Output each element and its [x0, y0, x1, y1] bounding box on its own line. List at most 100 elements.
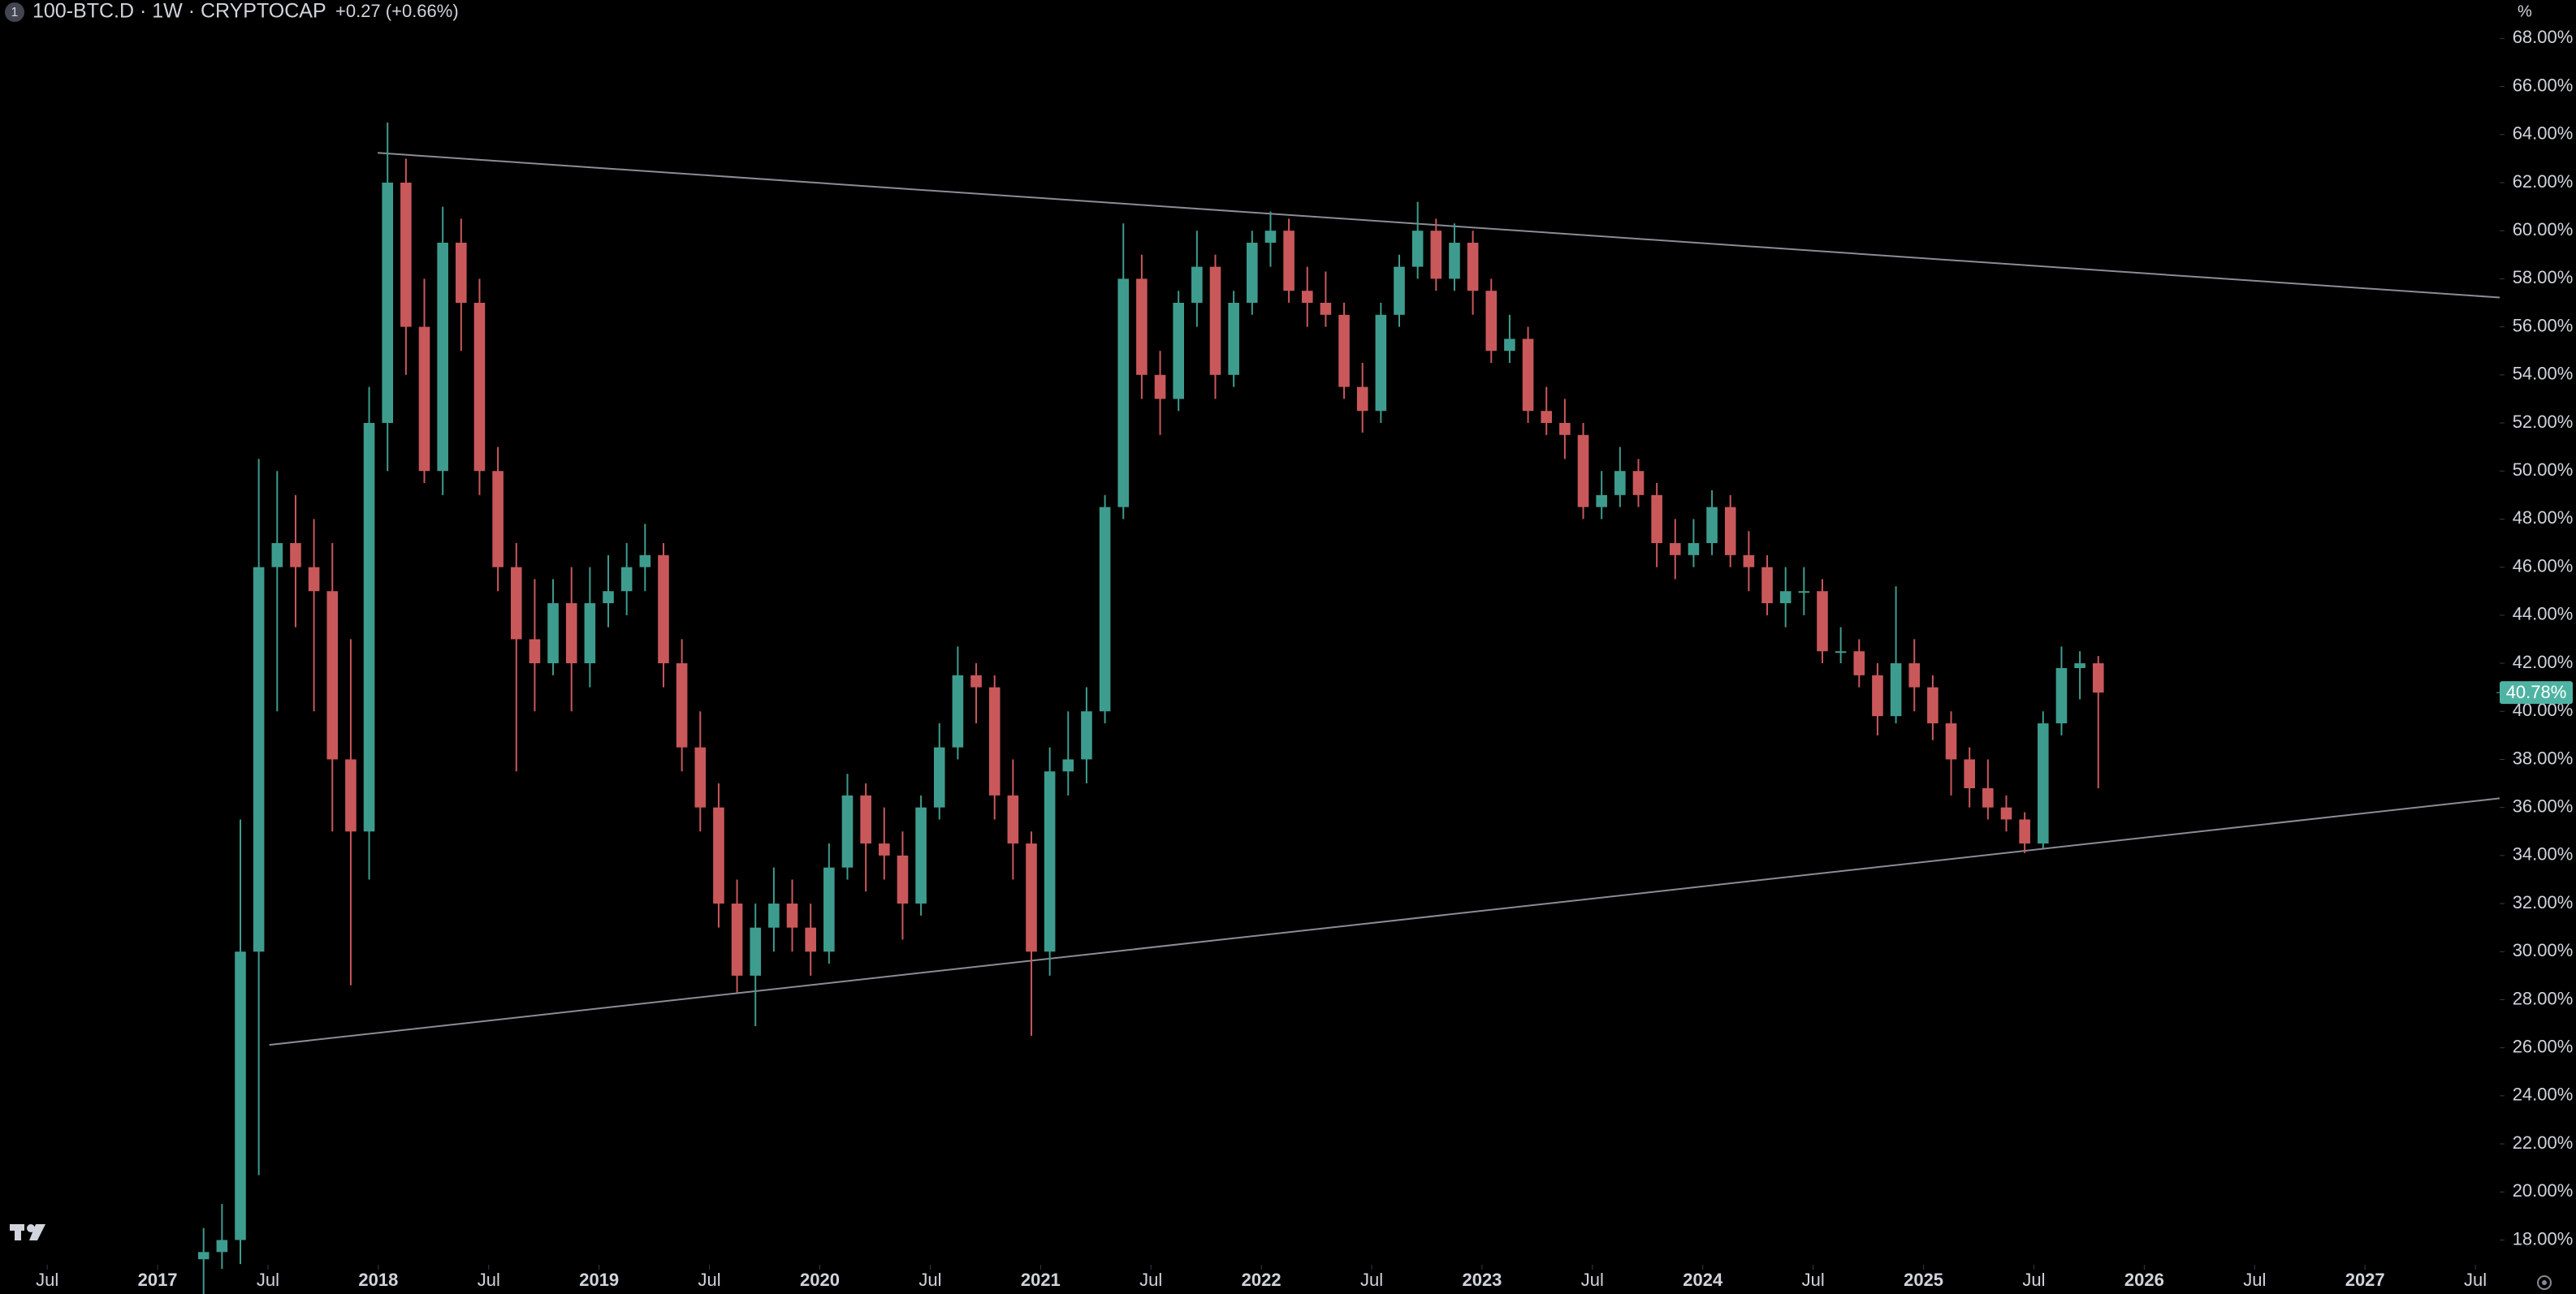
candle-body — [1577, 434, 1589, 507]
candle-body — [731, 904, 743, 976]
candle-body — [897, 855, 909, 904]
candle-body — [915, 807, 927, 904]
y-tick-label: 66.00% — [2513, 75, 2574, 95]
x-tick-label: 2025 — [1904, 1270, 1943, 1290]
candle-body — [253, 567, 265, 952]
candle-body — [1356, 386, 1368, 412]
candle-body — [235, 951, 246, 1240]
candle-body — [1136, 278, 1148, 375]
candle-body — [1982, 787, 1994, 808]
candle-body — [529, 639, 541, 664]
candle-body — [988, 687, 1001, 796]
x-tick-label: 2017 — [138, 1270, 178, 1290]
y-tick-label: 44.00% — [2513, 604, 2574, 624]
y-tick-label: 18.00% — [2513, 1228, 2574, 1249]
candle-body — [1964, 759, 1975, 788]
candle-body — [216, 1240, 228, 1253]
candle-body — [639, 554, 651, 567]
x-tick-label: Jul — [1139, 1270, 1162, 1290]
candle-body — [1338, 314, 1350, 387]
candle-body — [1228, 302, 1239, 375]
x-tick-label: Jul — [257, 1270, 279, 1290]
candle-body — [2019, 819, 2030, 844]
badge-icon — [5, 2, 24, 22]
candle-body — [750, 927, 762, 976]
candle-body — [1632, 471, 1645, 495]
candle-body — [1394, 266, 1405, 315]
candle-body — [768, 904, 780, 928]
trendline — [378, 152, 2500, 299]
candle-body — [1283, 231, 1294, 291]
y-tick-label: 68.00% — [2513, 27, 2574, 47]
candle-body — [326, 591, 339, 760]
candle-body — [1247, 242, 1258, 303]
candle-body — [1191, 266, 1203, 303]
y-tick-label: 22.00% — [2513, 1132, 2574, 1153]
candle-body — [437, 242, 448, 472]
candle-body — [418, 326, 430, 472]
x-tick-label: Jul — [36, 1270, 58, 1290]
candle-body — [1927, 687, 1938, 724]
x-tick-label: 2023 — [1462, 1270, 1502, 1290]
y-tick-label: 30.00% — [2513, 940, 2574, 960]
x-tick-label: 2018 — [358, 1270, 398, 1290]
candle-body — [1761, 567, 1773, 604]
candle-body — [382, 182, 394, 424]
candle-body — [805, 927, 816, 952]
candle-body — [1062, 759, 1074, 772]
candle-body — [676, 663, 688, 748]
candle-body — [2074, 663, 2085, 668]
candle-body — [1651, 494, 1662, 544]
candle-body — [290, 543, 301, 567]
candle-body — [1724, 507, 1736, 555]
candle-body — [1173, 302, 1184, 399]
y-tick-label: 24.00% — [2513, 1085, 2574, 1105]
candle-body — [363, 423, 375, 832]
symbol-title[interactable]: 100-BTC.D · 1W · CRYPTOCAP — [32, 0, 326, 23]
candle-body — [1264, 231, 1277, 243]
y-tick-label: 20.00% — [2513, 1180, 2574, 1201]
candle-body — [345, 759, 357, 832]
x-tick-label: Jul — [1802, 1270, 1825, 1290]
candle-body — [1411, 231, 1424, 267]
candle-body — [1044, 771, 1056, 952]
y-tick-label: 62.00% — [2513, 171, 2574, 192]
candle-body — [1872, 675, 1883, 717]
last-price-box — [2500, 681, 2573, 705]
y-tick-label: 36.00% — [2513, 796, 2574, 816]
y-tick-label: 28.00% — [2513, 988, 2574, 1008]
candle-body — [400, 182, 412, 327]
candle-body — [1559, 423, 1571, 435]
candle-body — [1835, 651, 1847, 653]
candle-body — [473, 302, 486, 472]
y-tick-label: 34.00% — [2513, 844, 2574, 865]
candle-body — [1154, 374, 1166, 399]
candle-body — [1688, 543, 1700, 555]
candle-body — [492, 471, 504, 567]
candle-body — [547, 603, 559, 664]
x-tick-label: Jul — [918, 1270, 941, 1290]
y-tick-label: 38.00% — [2513, 748, 2574, 768]
y-tick-label: 50.00% — [2513, 459, 2574, 480]
x-tick-label: Jul — [478, 1270, 500, 1290]
settings-icon[interactable] — [2537, 1275, 2552, 1290]
candle-body — [510, 567, 522, 640]
candle-body — [603, 591, 614, 604]
trendline — [269, 797, 2500, 1046]
x-tick-label: 2022 — [1242, 1270, 1282, 1290]
y-tick-label: 26.00% — [2513, 1036, 2574, 1056]
candle-body — [1522, 339, 1534, 412]
x-tick-label: 2019 — [579, 1270, 619, 1290]
candle-body — [1706, 507, 1718, 544]
scale-button[interactable]: % — [2518, 2, 2532, 20]
x-tick-label: Jul — [698, 1270, 721, 1290]
candle-body — [1375, 314, 1387, 412]
candle-body — [1099, 507, 1111, 712]
y-tick-label: 52.00% — [2513, 412, 2574, 432]
y-tick-label: 46.00% — [2513, 555, 2574, 576]
candle-body — [456, 242, 467, 303]
x-tick-label: 2024 — [1683, 1270, 1723, 1290]
candle-body — [860, 795, 871, 844]
candle-body — [1209, 266, 1221, 375]
